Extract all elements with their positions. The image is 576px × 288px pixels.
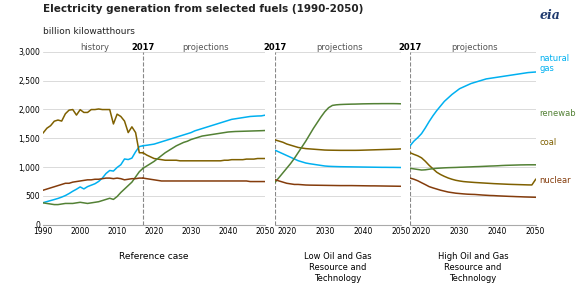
Text: eia: eia — [540, 9, 560, 22]
Text: 2017: 2017 — [131, 43, 154, 52]
Text: renewables: renewables — [540, 109, 576, 118]
Text: projections: projections — [183, 43, 229, 52]
Text: Low Oil and Gas
Resource and
Technology: Low Oil and Gas Resource and Technology — [304, 252, 372, 283]
Text: billion kilowatthours: billion kilowatthours — [43, 27, 135, 36]
Text: natural
gas: natural gas — [540, 54, 570, 73]
Text: Reference case: Reference case — [119, 252, 189, 261]
Text: nuclear: nuclear — [540, 176, 571, 185]
Text: Electricity generation from selected fuels (1990-2050): Electricity generation from selected fue… — [43, 4, 363, 14]
Text: history: history — [81, 43, 109, 52]
Text: coal: coal — [540, 138, 556, 147]
Text: projections: projections — [317, 43, 363, 52]
Text: High Oil and Gas
Resource and
Technology: High Oil and Gas Resource and Technology — [438, 252, 508, 283]
Text: 2017: 2017 — [399, 43, 422, 52]
Text: projections: projections — [452, 43, 498, 52]
Text: 2017: 2017 — [264, 43, 287, 52]
